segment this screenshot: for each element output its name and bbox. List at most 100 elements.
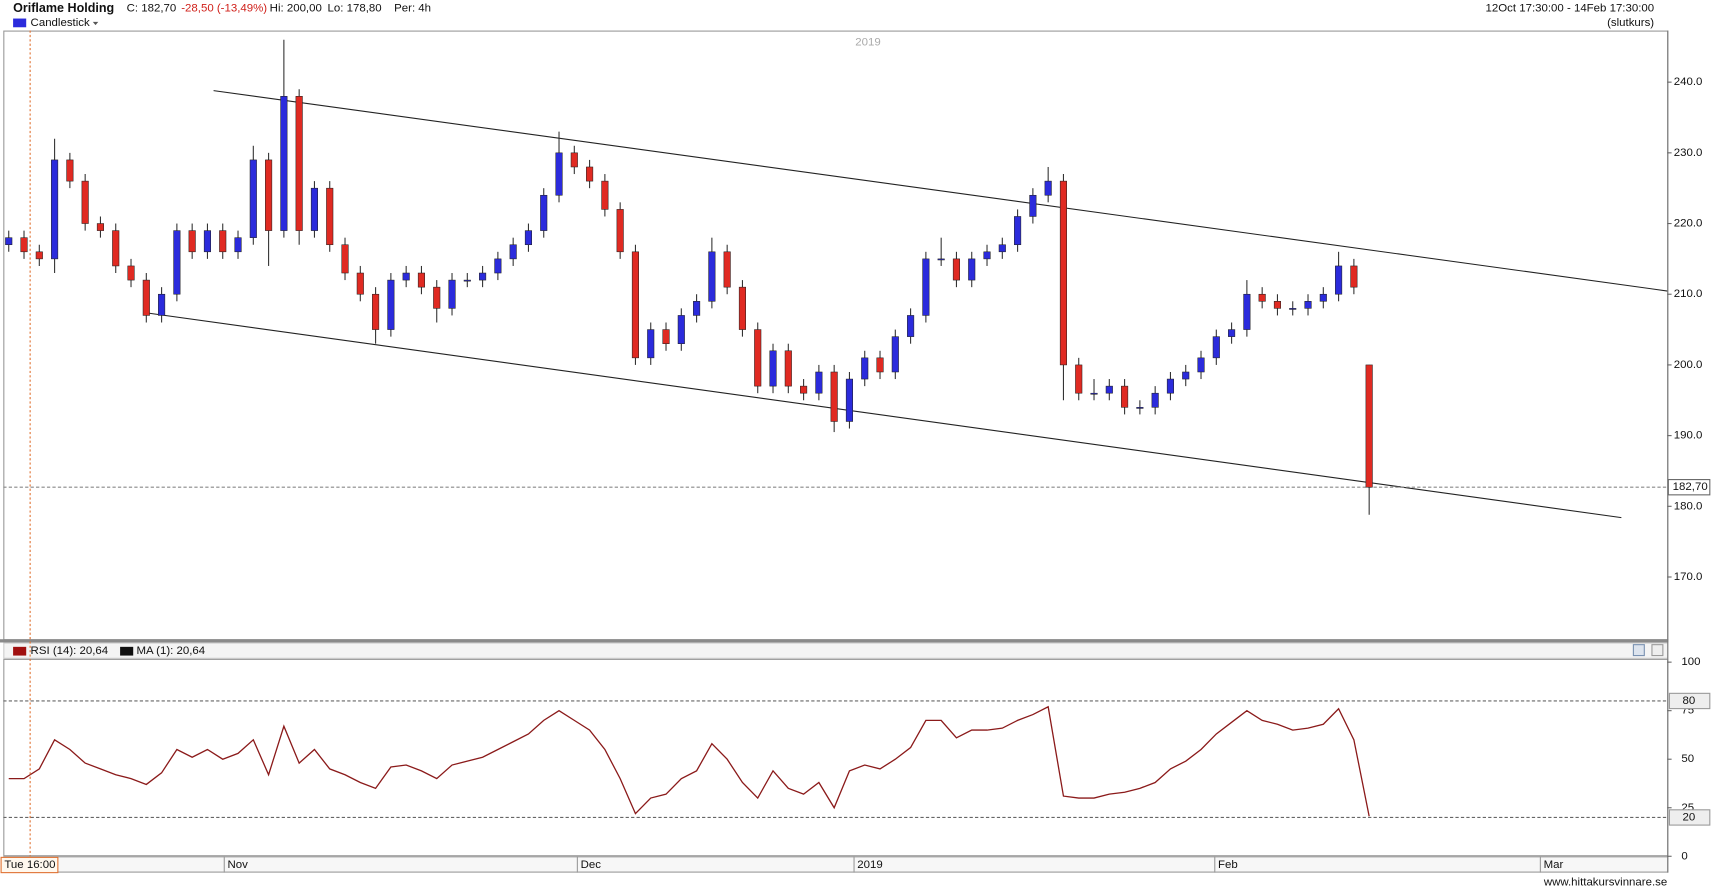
candle-body [1166,378,1174,394]
period-value: Per: 4h [394,3,431,15]
pane-settings-icon[interactable] [1632,644,1645,657]
price-plot [3,39,1668,519]
instrument-title: Oriflame Holding [13,1,114,15]
candle-body [891,336,899,373]
y-tick-label: 200.0 [1674,359,1703,371]
candle-body [448,279,456,309]
last-price-label: 182,70 [1673,481,1708,493]
candle-body [1059,180,1067,366]
candle-body [1243,293,1251,330]
candle-body [1029,194,1037,217]
candle-body [555,152,563,196]
candle-body [158,293,166,316]
pane-close-icon[interactable] [1651,644,1664,657]
candle-body [524,230,532,246]
candle-body [433,286,441,309]
candle-body [295,96,303,231]
candle-body [1197,357,1205,373]
candle-body [616,209,624,253]
series-swatch [13,18,27,28]
candle-body [1273,301,1281,309]
cursor-box [0,856,59,874]
candle-body [983,251,991,260]
candle-body [1090,392,1098,395]
candle-body [693,301,701,316]
last-price-box [1667,479,1711,496]
candle-body [540,194,548,231]
candle-body [219,230,227,253]
x-tick-label: 2019 [857,859,882,871]
candle-body [1212,336,1220,359]
candle-body [601,180,609,210]
cursor-label: Tue 16:00 [4,859,55,871]
candle-body [479,272,487,281]
candle-body [1105,385,1113,394]
legend-label: RSI (14): 20,64 [31,645,109,657]
candle-body [5,237,13,246]
y-tick-label: 25 [1681,802,1694,814]
candle-body [112,230,120,267]
candle-body [234,237,242,253]
candle-body [845,378,853,422]
y-tick-label: 190.0 [1674,430,1703,442]
candle-body [326,187,334,246]
candle-body [341,244,349,274]
watermark: 2019 [855,37,880,49]
series-type[interactable]: Candlestick [31,17,90,29]
candle-body [922,258,930,316]
candle-body [907,315,915,337]
candle-body [249,159,257,238]
candle-body [586,166,594,182]
rsi-line [8,705,1370,817]
candle-body [51,159,59,260]
legend-swatch [120,646,134,656]
candle-body [81,180,89,224]
x-tick-label: Nov [228,859,249,871]
candle-body [570,152,578,168]
y-tick-label: 75 [1681,705,1694,717]
candle-body [1365,364,1373,488]
candle-body [968,258,976,281]
legend-label: MA (1): 20,64 [136,645,205,657]
rsi-header [3,642,1669,659]
y-tick-label: 240.0 [1674,76,1703,88]
candle-body [310,187,318,231]
candle-body [784,350,792,387]
candle-body [265,159,273,231]
pane-separator [0,639,1669,643]
level-label: 20 [1683,811,1696,823]
candle-body [662,329,670,344]
candle-body [815,371,823,394]
candle-body [1136,407,1144,409]
candle-body [372,293,380,330]
level-label: 80 [1683,695,1696,707]
candle-body [1182,371,1190,380]
candle-body [738,286,746,330]
dropdown-arrow[interactable] [92,21,99,26]
y-tick-label: 0 [1681,850,1687,862]
candle-body [876,357,884,373]
source: www.hittakursvinnare.se [1543,876,1667,888]
legend-swatch [13,646,27,656]
candle-body [127,265,135,281]
x-tick-label: Feb [1218,859,1238,871]
candle-body [1335,265,1343,295]
candle-body [356,272,364,295]
candle-body [463,279,471,282]
candle-body [861,357,869,380]
candle-body [66,159,74,182]
trendline [213,90,1668,292]
candle-body [1121,385,1129,408]
candle-body [800,385,808,394]
x-tick-label: Mar [1544,859,1564,871]
high-value: Hi: 200,00 [270,3,322,15]
y-tick-label: 100 [1681,656,1700,668]
level-box [1668,692,1711,710]
y-tick-label: 180.0 [1674,500,1703,512]
candle-body [1151,392,1159,408]
candle-body [142,279,150,316]
date-range: 12Oct 17:30:00 - 14Feb 17:30:00 [1486,3,1655,15]
close-value: C: 182,70 [127,3,177,15]
